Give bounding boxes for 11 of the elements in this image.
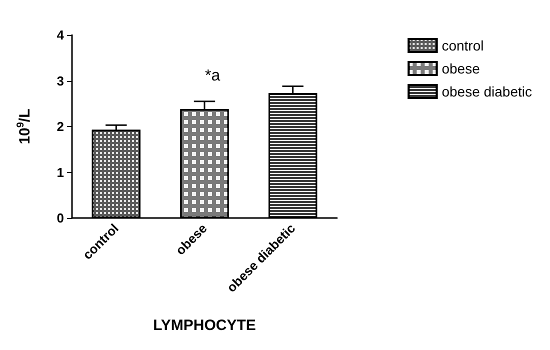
- x-axis-title: LYMPHOCYTE: [153, 317, 256, 334]
- legend-label: obese: [442, 60, 480, 76]
- y-tick-label: 3: [56, 73, 64, 88]
- legend-label: obese diabetic: [442, 84, 532, 100]
- legend-label: control: [442, 38, 484, 54]
- y-tick-label: 1: [56, 164, 64, 180]
- y-tick-label: 0: [56, 210, 64, 226]
- y-axis-title: 109/L: [16, 108, 34, 144]
- y-tick-label: 4: [56, 28, 65, 42]
- y-tick-label: 2: [56, 119, 64, 134]
- annotation: *a: [205, 68, 220, 84]
